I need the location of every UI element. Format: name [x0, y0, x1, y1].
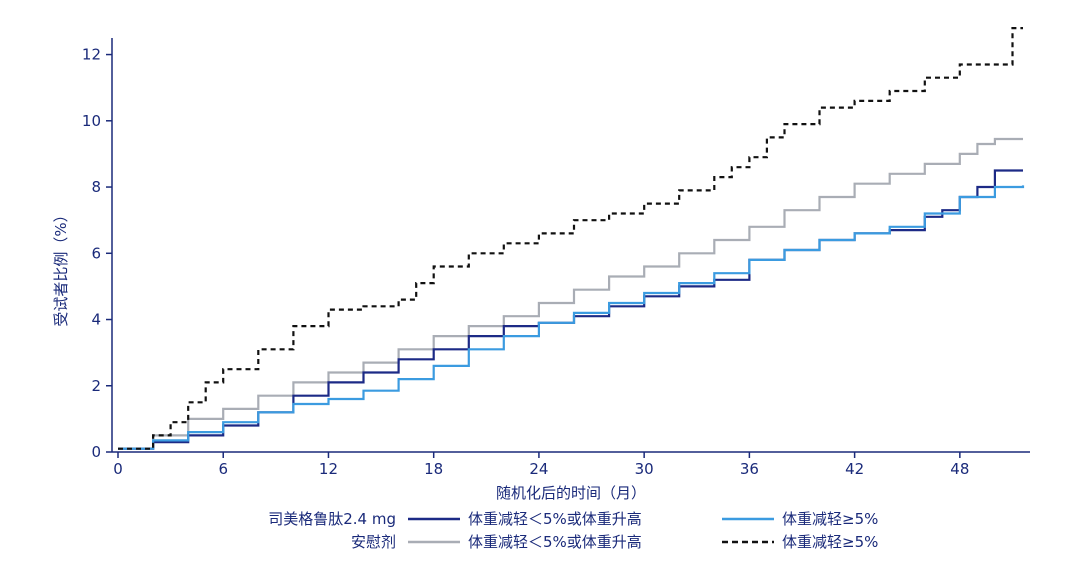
y-tick-label: 8: [91, 178, 101, 196]
x-tick-label: 6: [218, 460, 228, 478]
y-tick-label: 10: [82, 112, 101, 130]
x-tick-label: 42: [845, 460, 864, 478]
legend-group-label-semaglutide: 司美格鲁肽2.4 mg: [268, 510, 396, 528]
x-tick-label: 12: [319, 460, 338, 478]
legend-group-label-placebo: 安慰剂: [351, 533, 396, 551]
x-tick-label: 30: [635, 460, 654, 478]
axes: 受试者比例（%） 随机化后的时间（月） 0 6 12 18 24 30 36 42 480246…: [52, 38, 1030, 502]
x-tick-label: 0: [113, 460, 123, 478]
legend-label-sema-ge5: 体重减轻≥5%: [782, 510, 878, 528]
y-tick-label: 2: [91, 377, 101, 395]
x-tick-label: 48: [950, 460, 969, 478]
series-line-1: [118, 185, 1025, 450]
x-axis-title: 随机化后的时间（月）: [496, 484, 646, 502]
series-line-3: [118, 27, 1023, 450]
x-tick-label: 18: [424, 460, 443, 478]
y-tick-label: 0: [91, 443, 101, 461]
legend-label-sema-lt5: 体重减轻＜5%或体重升高: [468, 510, 642, 528]
x-tick-label: 24: [529, 460, 548, 478]
legend-label-placebo-ge5: 体重减轻≥5%: [782, 533, 878, 551]
series-line-2: [118, 137, 1023, 450]
y-tick-label: 6: [91, 244, 101, 262]
y-tick-label: 4: [91, 311, 101, 329]
series-layer: [118, 27, 1025, 450]
x-tick-label: 36: [740, 460, 759, 478]
y-axis-title: 受试者比例（%）: [52, 207, 70, 326]
y-tick-label: 12: [82, 46, 101, 64]
legend-label-placebo-lt5: 体重减轻＜5%或体重升高: [468, 533, 642, 551]
legend: 司美格鲁肽2.4 mg 安慰剂 体重减轻＜5%或体重升高 体重减轻≥5% 体重减…: [268, 510, 878, 551]
series-line-0: [118, 169, 1023, 450]
